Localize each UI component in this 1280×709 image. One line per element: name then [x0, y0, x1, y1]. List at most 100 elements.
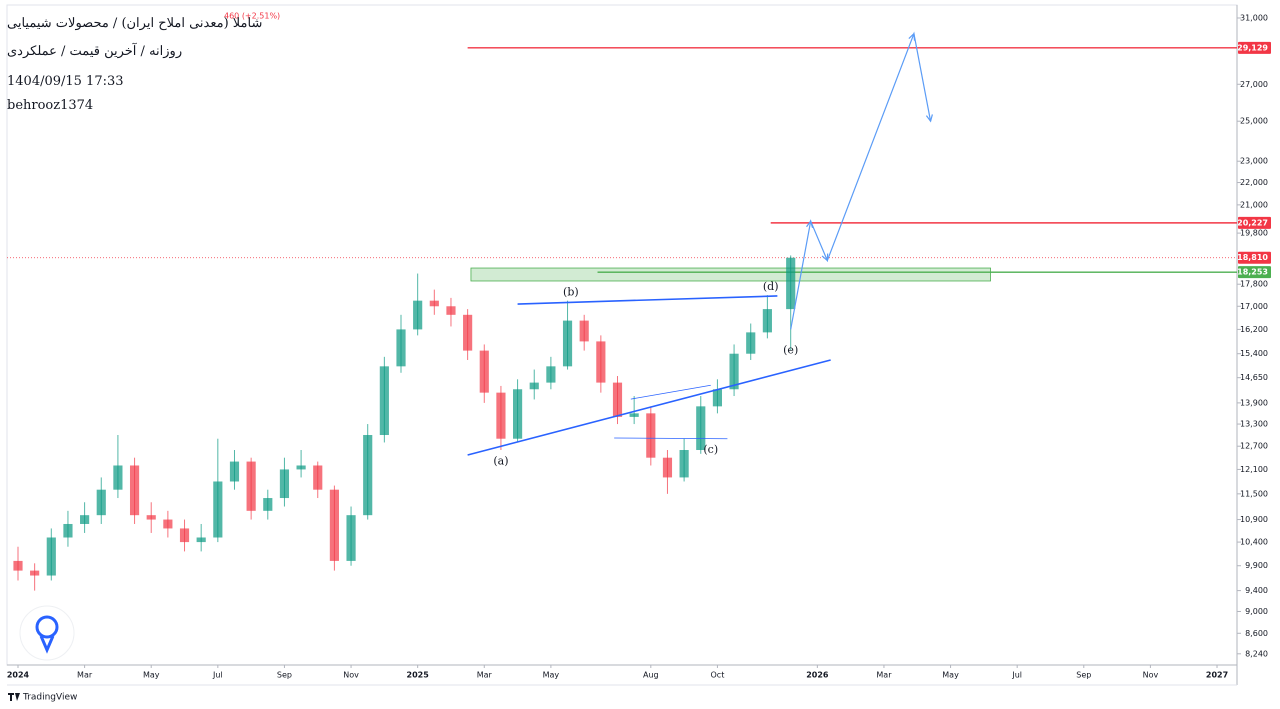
candle [229, 450, 240, 490]
y-tick-label: 15,400 [1240, 349, 1268, 358]
candle [213, 438, 223, 543]
candle [762, 295, 772, 339]
candle-body [213, 481, 223, 538]
support-zone [470, 267, 991, 282]
trendline [630, 384, 711, 400]
wave-label: (d) [763, 280, 779, 293]
candle [746, 323, 756, 360]
change-label: 460 (+2.51%) [224, 12, 280, 21]
x-tick-label: Mar [77, 671, 93, 680]
candle-body [513, 389, 523, 439]
author: behrooz1374 [7, 98, 94, 113]
candle [30, 563, 40, 591]
candle-body [313, 465, 323, 490]
candle-body [129, 465, 140, 516]
wave-label: (c) [703, 443, 718, 456]
candle [662, 450, 673, 494]
x-tick-label: May [942, 671, 959, 680]
x-tick-label: Nov [343, 671, 359, 680]
y-tick-label: 13,900 [1240, 398, 1268, 407]
candle [413, 273, 423, 336]
candle [146, 502, 156, 533]
candle [396, 314, 406, 373]
price-tag-label: 18,810 [1237, 253, 1268, 262]
candle [379, 356, 389, 443]
candle-body [446, 306, 456, 315]
candle-body [96, 489, 106, 516]
candle-body [196, 537, 206, 543]
y-tick-label: 9,400 [1245, 586, 1268, 595]
candle-body [729, 353, 739, 390]
candle-body [579, 320, 589, 342]
price-tag-label: 18,253 [1237, 268, 1268, 277]
candle [263, 489, 273, 520]
x-tick-label: Sep [277, 671, 292, 680]
x-tick-label: 2025 [407, 671, 430, 680]
candle [579, 314, 589, 351]
candle-body [30, 570, 40, 576]
candle-body [13, 560, 23, 571]
candle [696, 396, 706, 454]
x-tick-label: Aug [643, 671, 659, 680]
y-tick-label: 8,240 [1245, 649, 1268, 658]
candle [96, 477, 106, 524]
arrow-head [908, 32, 916, 41]
candle-body [363, 435, 373, 516]
candle-body [413, 300, 423, 330]
candle-body [463, 314, 473, 351]
candle [179, 519, 190, 552]
trendline [517, 295, 778, 305]
candle [163, 510, 173, 538]
candle-body [146, 515, 156, 520]
y-tick-label: 10,900 [1240, 515, 1268, 524]
candle [196, 523, 206, 552]
candle-body [429, 300, 439, 307]
candle-body [612, 382, 623, 417]
candle [13, 546, 23, 581]
candle [496, 385, 506, 451]
candle-body [562, 320, 573, 367]
candle [80, 502, 90, 533]
candle [129, 457, 140, 524]
price-tag [1238, 266, 1271, 279]
y-tick-label: 11,500 [1240, 489, 1268, 498]
candle-body [296, 465, 306, 470]
brand-icon [8, 693, 20, 701]
candle [729, 344, 739, 397]
candle-body [263, 498, 273, 511]
y-tick-label: 19,800 [1240, 229, 1268, 238]
y-tick-label: 8,600 [1245, 629, 1268, 638]
candle-body [529, 382, 539, 390]
y-tick-label: 9,000 [1245, 607, 1268, 616]
y-tick-label: 22,000 [1240, 178, 1268, 187]
y-tick-label: 27,000 [1240, 80, 1268, 89]
candle [629, 396, 639, 425]
candle [279, 457, 290, 507]
candle-body [479, 350, 489, 393]
candle-body [762, 309, 772, 333]
logo-badge [19, 605, 75, 661]
candle-body [46, 537, 56, 576]
candle-body [546, 366, 556, 383]
candle [646, 406, 656, 466]
y-tick-label: 10,400 [1240, 538, 1268, 547]
candle-body [346, 515, 356, 561]
y-tick-label: 21,000 [1240, 200, 1268, 209]
candle-body [679, 450, 689, 478]
x-tick-label: 2024 [7, 671, 30, 680]
wave-label: (e) [783, 344, 798, 357]
candle [513, 379, 523, 443]
candle-body [246, 461, 256, 511]
x-tick-label: Oct [711, 671, 725, 680]
candle-body [279, 469, 290, 499]
candle [346, 506, 356, 566]
candle [679, 438, 689, 482]
candle-body [379, 366, 389, 436]
candle-body [712, 389, 723, 407]
y-tick-label: 16,200 [1240, 325, 1268, 334]
chart-subtitle: روزانه / آخرین قیمت / عملکردی [7, 44, 183, 59]
candle [363, 424, 373, 520]
y-tick-label: 17,000 [1240, 302, 1268, 311]
candle-body [696, 406, 706, 451]
x-tick-label: Jul [212, 671, 223, 680]
